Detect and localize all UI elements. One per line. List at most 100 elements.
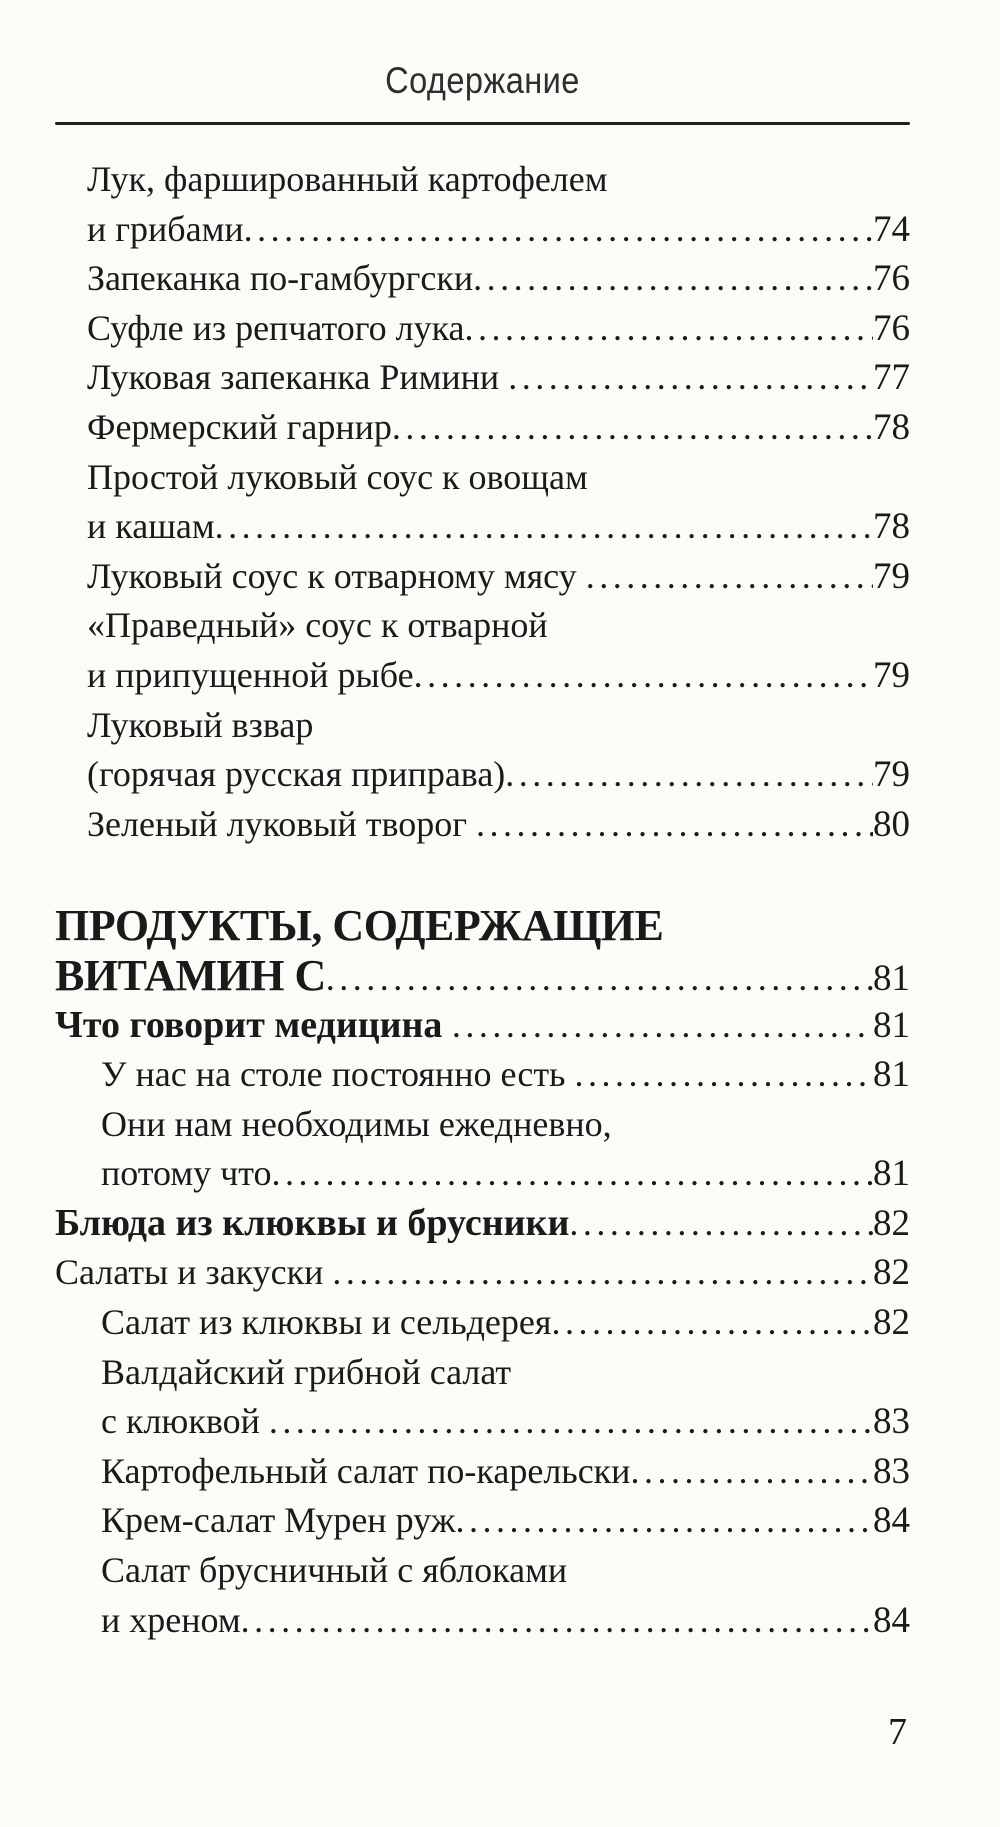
toc-entry[interactable]: «Праведный» соус к отварной [55, 601, 910, 651]
dot-leader [630, 1447, 873, 1497]
toc-entry-title: Валдайский грибной салат [101, 1351, 512, 1392]
toc-entry-title: Салат из клюквы и сельдерея [101, 1302, 552, 1343]
toc-entry-page: 76 [873, 307, 910, 349]
dot-leader [574, 1050, 873, 1100]
toc-entry-title: Запеканка по-гамбургски [87, 258, 474, 299]
toc-entry[interactable]: Крем-салат Мурен руж 84 [55, 1496, 910, 1546]
toc-entry-page: 83 [873, 1450, 910, 1492]
toc-entry[interactable]: Салаты и закуски 82 [55, 1248, 910, 1298]
toc-list: Лук, фаршированный картофелем и грибами 74… [55, 125, 910, 1645]
toc-entry-title: ПРОДУКТЫ, СОДЕРЖАЩИЕ [55, 901, 664, 951]
toc-entry[interactable]: Салат брусничный с яблоками [55, 1546, 910, 1596]
toc-entry-page: 80 [873, 803, 910, 845]
toc-entry-title: потому что [101, 1153, 272, 1194]
toc-entry[interactable]: и припущенной рыбе 79 [55, 651, 910, 701]
toc-entry-page: 77 [873, 357, 910, 399]
toc-entry[interactable]: и хреном 84 [55, 1596, 910, 1646]
toc-entry[interactable]: Блюда из клюквы и брусники 82 [55, 1199, 910, 1249]
toc-entry[interactable]: Зеленый луковый творог 80 [55, 800, 910, 850]
dot-leader [272, 1149, 873, 1199]
toc-entry[interactable]: Они нам необходимы ежедневно, [55, 1100, 910, 1150]
toc-entry[interactable]: потому что 81 [55, 1149, 910, 1199]
dot-leader [456, 1496, 874, 1546]
toc-entry-title: (горячая русская приправа) [87, 754, 506, 795]
toc-entry[interactable]: У нас на столе постоянно есть 81 [55, 1050, 910, 1100]
toc-entry-title: «Праведный» соус к отварной [87, 605, 548, 646]
dot-leader [414, 651, 873, 701]
dot-leader [465, 304, 874, 354]
dot-leader [392, 403, 873, 453]
dot-leader [508, 353, 873, 403]
toc-entry[interactable]: и грибами 74 [55, 205, 910, 255]
toc-entry[interactable]: Салат из клюквы и сельдерея 82 [55, 1298, 910, 1348]
toc-entry[interactable]: Луковый взвар [55, 701, 910, 751]
dot-leader [476, 800, 873, 850]
toc-entry[interactable]: Картофельный салат по-карельски 83 [55, 1447, 910, 1497]
toc-entry-title: Луковый соус к отварному мясу [87, 555, 586, 596]
toc-header-title: Содержание [385, 60, 580, 101]
toc-entry-title: и хреном [101, 1599, 241, 1640]
toc-entry-title: Салаты и закуски [55, 1252, 333, 1293]
toc-entry[interactable]: Луковая запеканка Римини 77 [55, 353, 910, 403]
toc-entry-title: и грибами [87, 208, 244, 249]
toc-entry[interactable]: Фермерский гарнир 78 [55, 403, 910, 453]
toc-entry-title: Простой луковый соус к овощам [87, 456, 588, 497]
toc-entry-title: Лук, фаршированный картофелем [87, 159, 608, 199]
dot-leader [244, 205, 873, 255]
toc-entry[interactable]: Лук, фаршированный картофелем [55, 155, 910, 205]
toc-entry-title: Салат брусничный с яблоками [101, 1550, 568, 1591]
toc-entry-title: Луковая запеканка Римини [87, 357, 509, 398]
toc-entry-title: Суфле из репчатого лука [87, 307, 465, 348]
dot-leader [505, 750, 873, 800]
toc-entry-page: 82 [873, 1202, 910, 1244]
toc-entry-title: Они нам необходимы ежедневно, [101, 1103, 612, 1144]
dot-leader [473, 254, 873, 304]
toc-entry-page: 79 [873, 555, 910, 597]
toc-entry-page: 83 [873, 1401, 910, 1443]
dot-leader [551, 1298, 873, 1348]
toc-entry-title: и кашам [87, 506, 215, 547]
toc-entry[interactable]: ВИТАМИН С 81 [55, 951, 910, 1001]
toc-entry[interactable]: с клюквой 83 [55, 1397, 910, 1447]
toc-entry[interactable]: ПРОДУКТЫ, СОДЕРЖАЩИЕ [55, 901, 910, 951]
toc-entry-page: 81 [873, 1153, 910, 1195]
toc-entry[interactable]: Валдайский грибной салат [55, 1348, 910, 1398]
toc-entry[interactable]: Суфле из репчатого лука 76 [55, 304, 910, 354]
dot-leader [215, 502, 873, 552]
toc-entry-title: с клюквой [101, 1401, 269, 1442]
dot-leader [332, 1248, 873, 1298]
toc-entry-page: 82 [873, 1252, 910, 1294]
toc-entry-page: 78 [873, 406, 910, 448]
toc-entry-page: 76 [873, 258, 910, 300]
toc-entry-title: Блюда из клюквы и брусники [55, 1201, 570, 1244]
toc-entry-title: Фермерский гарнир [87, 406, 392, 447]
toc-entry[interactable]: Простой луковый соус к овощам [55, 453, 910, 503]
dot-leader [452, 1001, 873, 1051]
toc-entry-title: ВИТАМИН С [55, 950, 326, 1000]
book-page: Содержание Лук, фаршированный картофелем… [0, 60, 1000, 1827]
toc-entry-page: 78 [873, 506, 910, 548]
header-rule [55, 122, 910, 125]
toc-entry-title: Зеленый луковый творог [87, 803, 477, 844]
page-number: 7 [888, 1711, 907, 1753]
toc-entry-page: 82 [873, 1302, 910, 1344]
toc-entry[interactable]: Запеканка по-гамбургски 76 [55, 254, 910, 304]
toc-entry-title: У нас на столе постоянно есть [101, 1054, 575, 1095]
toc-entry-title: Что говорит медицина [55, 1003, 452, 1046]
dot-leader [586, 552, 873, 602]
toc-entry-page: 81 [873, 957, 910, 999]
toc-entry-page: 84 [873, 1500, 910, 1542]
toc-entry-title: Луковый взвар [87, 704, 314, 745]
toc-entry[interactable]: Что говорит медицина 81 [55, 1001, 910, 1051]
toc-entry-title: и припущенной рыбе [87, 654, 414, 695]
toc-entry-page: 81 [873, 1054, 910, 1096]
toc-entry-page: 74 [873, 208, 910, 250]
toc-entry[interactable]: и кашам 78 [55, 502, 910, 552]
dot-leader [241, 1596, 873, 1646]
toc-entry-page: 79 [873, 754, 910, 796]
toc-entry-page: 84 [873, 1599, 910, 1641]
dot-leader [269, 1397, 873, 1447]
toc-entry[interactable]: Луковый соус к отварному мясу 79 [55, 552, 910, 602]
toc-entry-title: Крем-салат Мурен руж [101, 1500, 456, 1541]
toc-entry[interactable]: (горячая русская приправа) 79 [55, 750, 910, 800]
